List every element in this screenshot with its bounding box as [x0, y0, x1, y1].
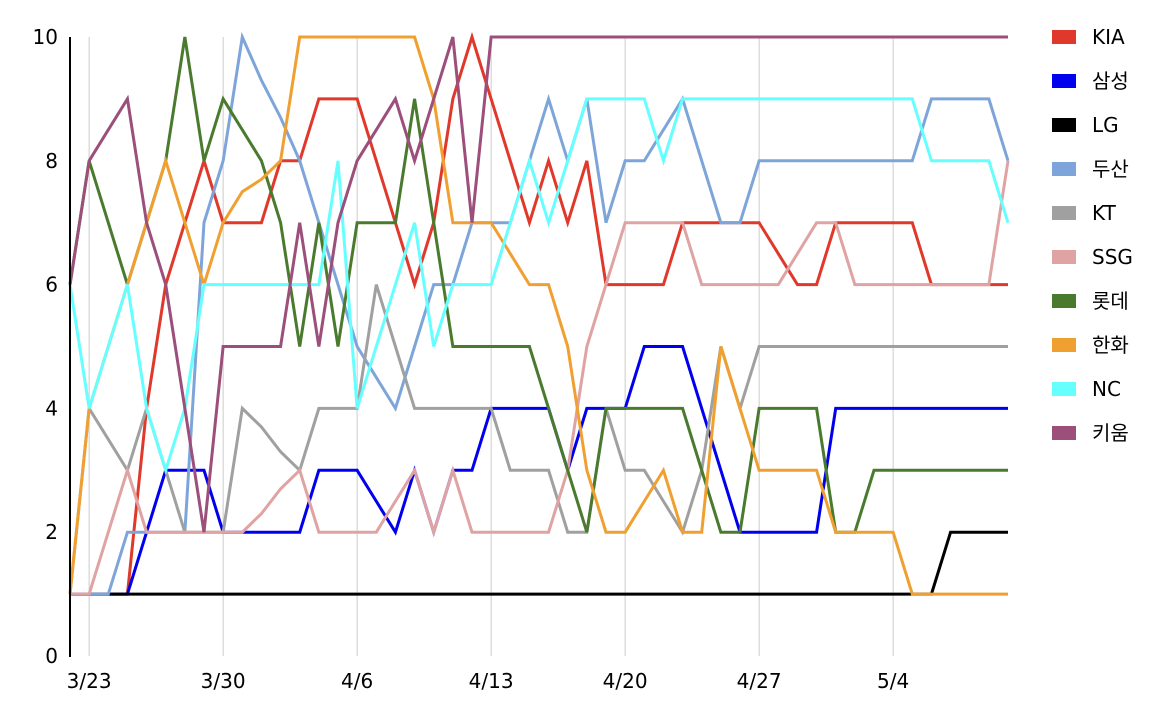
legend-swatch-7: [1052, 338, 1076, 352]
x-tick-label-4: 4/20: [603, 669, 648, 693]
x-tick-label-6: 5/4: [877, 669, 909, 693]
y-tick-label-3: 6: [45, 273, 58, 297]
legend-label-8: NC: [1092, 377, 1121, 401]
x-tick-label-3: 4/13: [469, 669, 514, 693]
legend-label-0: KIA: [1092, 25, 1125, 49]
series-lines: [68, 31, 1010, 596]
x-tick-labels: 3/23 3/30 4/6 4/13 4/20 4/27 5/4: [67, 669, 910, 693]
legend-swatch-1: [1052, 74, 1076, 88]
legend-label-1: 삼성: [1092, 69, 1129, 93]
series-line-5: [70, 160, 1010, 596]
legend-swatch-6: [1052, 294, 1076, 308]
legend-label-9: 키움: [1092, 421, 1129, 445]
legend-label-3: 두산: [1092, 157, 1129, 181]
series-line-4: [68, 284, 1008, 595]
x-tick-label-5: 4/27: [737, 669, 782, 693]
y-tick-label-2: 4: [45, 396, 58, 420]
legend-label-2: LG: [1092, 113, 1119, 137]
legend-swatch-0: [1052, 30, 1076, 44]
y-tick-label-0: 0: [45, 644, 58, 668]
series-line-8: [68, 97, 1010, 476]
legend-swatch-9: [1052, 426, 1076, 440]
legend-swatch-5: [1052, 250, 1076, 264]
series-line-0: [70, 31, 1008, 596]
legend-label-5: SSG: [1092, 245, 1133, 269]
legend-label-7: 한화: [1092, 333, 1129, 357]
legend-label-6: 롯데: [1092, 289, 1129, 313]
legend-swatch-4: [1052, 206, 1076, 220]
y-tick-label-1: 2: [45, 520, 58, 544]
legend-swatch-3: [1052, 162, 1076, 176]
series-line-9: [68, 35, 1008, 533]
series-line-3: [70, 31, 1010, 596]
x-tick-label-2: 4/6: [341, 669, 373, 693]
legend-swatch-8: [1052, 382, 1076, 396]
x-tick-label-1: 3/30: [201, 669, 246, 693]
series-line-7: [68, 35, 1008, 596]
x-tick-label-0: 3/23: [67, 669, 112, 693]
y-tick-label-4: 8: [45, 149, 58, 173]
legend-label-4: KT: [1092, 201, 1117, 225]
legend-swatch-2: [1052, 118, 1076, 132]
y-tick-label-5: 10: [33, 25, 58, 49]
y-tick-labels: 0 2 4 6 8 10: [33, 25, 58, 668]
series-line-2: [70, 530, 1008, 596]
